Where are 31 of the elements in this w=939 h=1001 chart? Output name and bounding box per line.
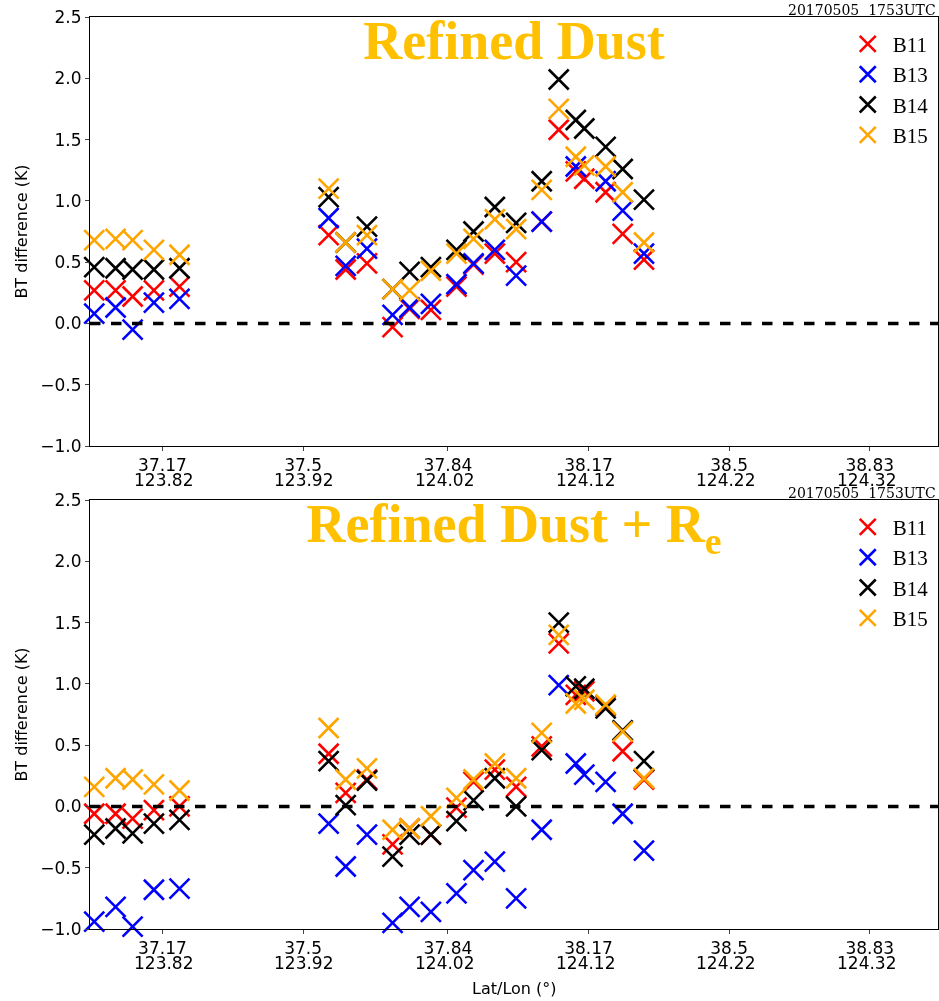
y-tick-label: −1.0 (40, 435, 82, 456)
y-tick-label: 0.0 (54, 796, 82, 817)
y-tick-label: 1.0 (54, 673, 82, 694)
chart-title: Refined Dust (363, 11, 665, 72)
y-axis-title: BT difference (K) (12, 164, 32, 299)
legend-label: B15 (892, 124, 928, 149)
legend-label: B11 (892, 33, 927, 58)
y-tick-label: 1.5 (54, 129, 82, 150)
annotation: 20170505 1753UTC (788, 485, 936, 501)
y-tick-label: −0.5 (40, 374, 82, 395)
y-tick-label: 0.5 (54, 735, 82, 756)
y-tick-label: 1.5 (54, 612, 82, 633)
chart-title: Refined Dust + R$_{e}$ (306, 494, 722, 562)
y-tick-label: 1.0 (54, 190, 82, 211)
y-tick-label: 0.0 (54, 313, 82, 334)
legend-label: B15 (892, 607, 928, 632)
y-tick-label: 2.5 (54, 489, 82, 510)
y-tick-label: 2.0 (54, 551, 82, 572)
legend-label: B14 (892, 93, 929, 118)
annotation: 20170505 1753UTC (788, 2, 936, 18)
y-tick-label: 0.5 (54, 252, 82, 273)
y-axis-title: BT difference (K) (12, 647, 32, 782)
legend-label: B13 (892, 63, 928, 88)
x-axis-title: Lat/Lon (°) (472, 979, 557, 998)
y-tick-label: 2.5 (54, 6, 82, 27)
legend-label: B11 (892, 516, 927, 541)
y-tick-label: −1.0 (40, 918, 82, 939)
y-tick-label: 2.0 (54, 68, 82, 89)
y-tick-label: −0.5 (40, 857, 82, 878)
legend-label: B13 (892, 546, 928, 571)
legend-label: B14 (892, 576, 929, 601)
